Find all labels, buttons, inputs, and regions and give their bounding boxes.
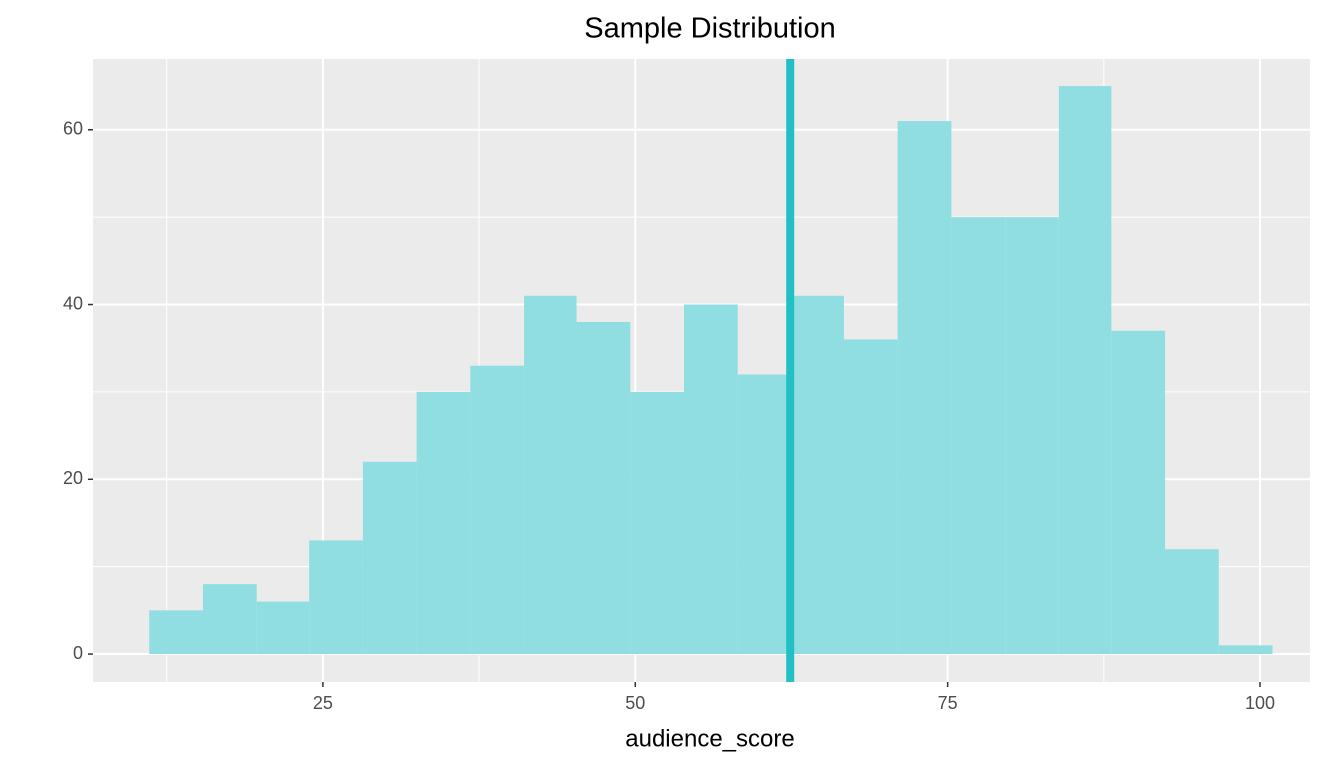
bar xyxy=(1111,330,1166,655)
chart-title: Sample Distribution xyxy=(584,13,835,45)
bar xyxy=(202,584,257,655)
y-tick-label: 40 xyxy=(63,293,83,313)
bar xyxy=(630,391,685,655)
bar xyxy=(951,217,1006,655)
x-tick-label: 25 xyxy=(313,693,333,713)
bar xyxy=(843,339,898,655)
bar xyxy=(1058,86,1112,655)
y-tick-label: 60 xyxy=(63,119,83,139)
marks xyxy=(149,59,1273,682)
bar xyxy=(362,461,417,655)
bar xyxy=(1005,217,1059,655)
bar xyxy=(524,295,577,655)
x-axis-label: audience_score xyxy=(625,725,794,752)
bar xyxy=(1218,645,1273,655)
bar xyxy=(684,304,738,655)
bar xyxy=(416,391,471,655)
bar xyxy=(309,540,363,655)
y-tick-label: 0 xyxy=(73,643,83,663)
x-tick-label: 50 xyxy=(625,693,645,713)
bar xyxy=(576,322,631,655)
bar xyxy=(897,121,952,655)
bar xyxy=(256,601,310,655)
x-tick-label: 75 xyxy=(938,693,958,713)
bar xyxy=(149,610,203,655)
y-tick-label: 20 xyxy=(63,468,83,488)
bar xyxy=(1165,549,1219,655)
bar xyxy=(470,365,525,655)
bar xyxy=(737,374,792,655)
bar xyxy=(791,295,844,655)
x-tick-label: 100 xyxy=(1245,693,1275,713)
